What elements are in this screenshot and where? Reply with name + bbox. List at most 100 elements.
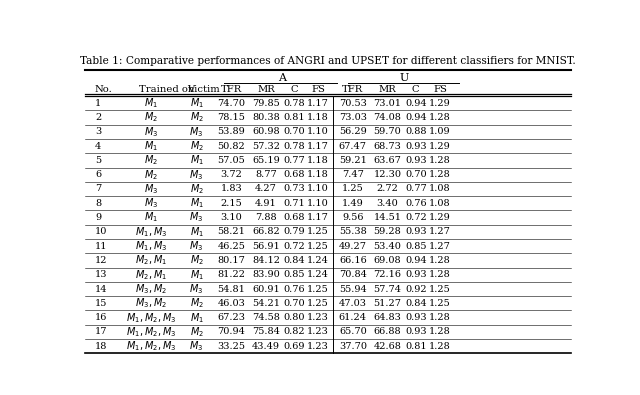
Text: 11: 11 xyxy=(95,242,108,251)
Text: 2: 2 xyxy=(95,113,101,122)
Text: 0.77: 0.77 xyxy=(405,184,427,194)
Text: 0.70: 0.70 xyxy=(405,170,427,179)
Text: 0.79: 0.79 xyxy=(284,228,305,236)
Text: Table 1: Comparative performances of ANGRI and UPSET for different classifiers f: Table 1: Comparative performances of ANG… xyxy=(80,56,576,66)
Text: 3.10: 3.10 xyxy=(220,213,242,222)
Text: 64.83: 64.83 xyxy=(374,313,401,322)
Text: 55.94: 55.94 xyxy=(339,284,367,293)
Text: 60.91: 60.91 xyxy=(252,284,280,293)
Text: 0.84: 0.84 xyxy=(284,256,305,265)
Text: 3: 3 xyxy=(95,127,101,136)
Text: 0.94: 0.94 xyxy=(405,99,427,108)
Text: 56.29: 56.29 xyxy=(339,127,367,136)
Text: 73.03: 73.03 xyxy=(339,113,367,122)
Text: 6: 6 xyxy=(95,170,101,179)
Text: 0.78: 0.78 xyxy=(284,99,305,108)
Text: 1.28: 1.28 xyxy=(429,342,451,351)
Text: 1.25: 1.25 xyxy=(307,284,329,293)
Text: 0.76: 0.76 xyxy=(284,284,305,293)
Text: 67.23: 67.23 xyxy=(218,313,245,322)
Text: $M_2, M_1$: $M_2, M_1$ xyxy=(135,268,167,282)
Text: 1.28: 1.28 xyxy=(429,156,451,165)
Text: $M_2$: $M_2$ xyxy=(189,182,204,196)
Text: 54.81: 54.81 xyxy=(218,284,245,293)
Text: 75.84: 75.84 xyxy=(252,327,280,337)
Text: 1.18: 1.18 xyxy=(307,156,329,165)
Text: 1.25: 1.25 xyxy=(429,284,451,293)
Text: 1.09: 1.09 xyxy=(429,127,451,136)
Text: 0.93: 0.93 xyxy=(405,156,427,165)
Text: TFR: TFR xyxy=(221,85,242,94)
Text: 0.93: 0.93 xyxy=(405,228,427,236)
Text: 1.28: 1.28 xyxy=(429,113,451,122)
Text: 1.23: 1.23 xyxy=(307,327,329,337)
Text: 66.88: 66.88 xyxy=(374,327,401,337)
Text: 4.27: 4.27 xyxy=(255,184,277,194)
Text: 58.21: 58.21 xyxy=(218,228,245,236)
Text: 0.85: 0.85 xyxy=(405,242,426,251)
Text: No.: No. xyxy=(95,85,113,94)
Text: 0.93: 0.93 xyxy=(405,327,427,337)
Text: $M_3$: $M_3$ xyxy=(144,182,158,196)
Text: $M_2$: $M_2$ xyxy=(189,325,204,339)
Text: 1.83: 1.83 xyxy=(220,184,242,194)
Text: 68.73: 68.73 xyxy=(374,141,401,150)
Text: 1.25: 1.25 xyxy=(429,299,451,308)
Text: $M_3$: $M_3$ xyxy=(189,211,204,224)
Text: 14: 14 xyxy=(95,284,108,293)
Text: $M_3$: $M_3$ xyxy=(189,168,204,182)
Text: FS: FS xyxy=(433,85,447,94)
Text: 56.91: 56.91 xyxy=(252,242,280,251)
Text: Trained on: Trained on xyxy=(138,85,194,94)
Text: 10: 10 xyxy=(95,228,108,236)
Text: 72.16: 72.16 xyxy=(374,270,401,279)
Text: 70.84: 70.84 xyxy=(339,270,367,279)
Text: MR: MR xyxy=(379,85,396,94)
Text: $M_1$: $M_1$ xyxy=(189,196,204,210)
Text: 59.21: 59.21 xyxy=(339,156,367,165)
Text: 84.12: 84.12 xyxy=(252,256,280,265)
Text: 1: 1 xyxy=(95,99,101,108)
Text: 0.92: 0.92 xyxy=(405,284,427,293)
Text: 74.70: 74.70 xyxy=(218,99,245,108)
Text: $M_1$: $M_1$ xyxy=(144,96,158,110)
Text: 0.85: 0.85 xyxy=(284,270,305,279)
Text: $M_2$: $M_2$ xyxy=(189,111,204,124)
Text: 49.27: 49.27 xyxy=(339,242,367,251)
Text: 7.88: 7.88 xyxy=(255,213,277,222)
Text: 1.28: 1.28 xyxy=(429,270,451,279)
Text: 1.28: 1.28 xyxy=(429,256,451,265)
Text: 47.03: 47.03 xyxy=(339,299,367,308)
Text: 0.82: 0.82 xyxy=(284,327,305,337)
Text: 0.71: 0.71 xyxy=(284,199,305,208)
Text: $M_3, M_2$: $M_3, M_2$ xyxy=(135,296,167,310)
Text: 51.27: 51.27 xyxy=(374,299,401,308)
Text: 78.15: 78.15 xyxy=(218,113,245,122)
Text: 69.08: 69.08 xyxy=(374,256,401,265)
Text: 0.68: 0.68 xyxy=(284,170,305,179)
Text: $M_1, M_3$: $M_1, M_3$ xyxy=(135,239,167,253)
Text: 3.72: 3.72 xyxy=(220,170,242,179)
Text: TFR: TFR xyxy=(342,85,364,94)
Text: 46.25: 46.25 xyxy=(218,242,245,251)
Text: 63.67: 63.67 xyxy=(374,156,401,165)
Text: 0.93: 0.93 xyxy=(405,270,427,279)
Text: C: C xyxy=(291,85,298,94)
Text: 74.58: 74.58 xyxy=(252,313,280,322)
Text: 55.38: 55.38 xyxy=(339,228,367,236)
Text: 0.70: 0.70 xyxy=(284,127,305,136)
Text: 33.25: 33.25 xyxy=(218,342,245,351)
Text: 59.28: 59.28 xyxy=(374,228,401,236)
Text: 7: 7 xyxy=(95,184,101,194)
Text: Victim: Victim xyxy=(187,85,220,94)
Text: 8: 8 xyxy=(95,199,101,208)
Text: 1.25: 1.25 xyxy=(342,184,364,194)
Text: 2.72: 2.72 xyxy=(376,184,399,194)
Text: 73.01: 73.01 xyxy=(374,99,401,108)
Text: 14.51: 14.51 xyxy=(374,213,401,222)
Text: 1.24: 1.24 xyxy=(307,256,329,265)
Text: 65.19: 65.19 xyxy=(252,156,280,165)
Text: 0.93: 0.93 xyxy=(405,141,427,150)
Text: $M_3, M_2$: $M_3, M_2$ xyxy=(135,282,167,296)
Text: 60.98: 60.98 xyxy=(252,127,280,136)
